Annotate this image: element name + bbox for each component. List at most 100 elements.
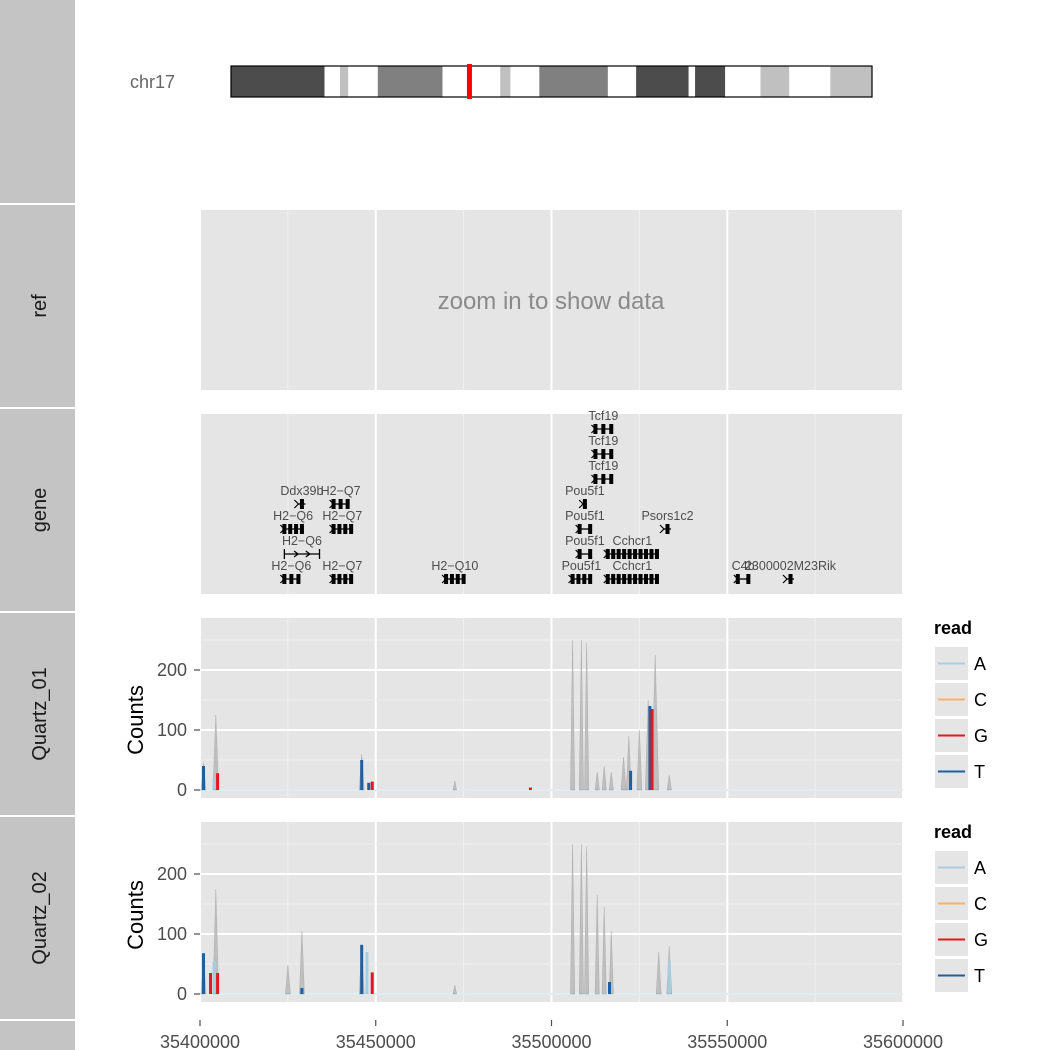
ideogram-band bbox=[636, 66, 689, 97]
gene-label: Pou5f1 bbox=[565, 534, 605, 548]
quartz-01-ylabel: Counts bbox=[123, 685, 148, 755]
base-count-bar bbox=[202, 766, 206, 790]
ideogram-band bbox=[339, 66, 349, 97]
gene-strand-arrow bbox=[568, 574, 574, 584]
ideogram-band bbox=[510, 66, 540, 97]
strip-quartz-02: Quartz_02 bbox=[0, 817, 75, 1019]
gene-strand-arrow bbox=[603, 549, 609, 559]
gene-exon bbox=[343, 524, 348, 534]
gene-model: H2−Q10 bbox=[431, 559, 478, 584]
quartz-01-track: 0 100 200 Counts bbox=[123, 618, 904, 800]
gene-model: Cchcr1 bbox=[603, 559, 659, 584]
base-count-bar bbox=[216, 773, 220, 790]
legend-entry-label: A bbox=[974, 654, 986, 674]
gene-exon bbox=[337, 574, 342, 584]
ideogram-band bbox=[760, 66, 790, 97]
ref-message: zoom in to show data bbox=[438, 288, 665, 315]
gene-exon bbox=[288, 524, 293, 534]
gene-model: 2300002M23Rik bbox=[745, 559, 837, 584]
gene-exon bbox=[622, 574, 627, 584]
gene-label: Pou5f1 bbox=[562, 559, 602, 573]
gene-exon bbox=[611, 574, 616, 584]
strip-label-quartz-02: Quartz_02 bbox=[29, 871, 51, 964]
base-count-bar bbox=[216, 973, 220, 994]
gene-model: Pou5f1 bbox=[565, 509, 605, 534]
gene-exon bbox=[622, 549, 627, 559]
gene-model: Ddx39b bbox=[280, 484, 324, 509]
base-count-bar bbox=[370, 972, 374, 994]
gene-strand-arrow bbox=[603, 574, 609, 584]
gene-label: Pou5f1 bbox=[565, 484, 605, 498]
gene-label: H2−Q7 bbox=[322, 509, 362, 523]
gene-label: Pou5f1 bbox=[565, 509, 605, 523]
gene-strand-arrow bbox=[733, 574, 739, 584]
legend-entry-label: T bbox=[974, 762, 985, 782]
gene-model: Cchcr1 bbox=[603, 534, 659, 559]
gene-label: H2−Q6 bbox=[273, 509, 313, 523]
gene-exon bbox=[616, 549, 621, 559]
gene-strand-arrow bbox=[578, 499, 584, 509]
gene-model: Pou5f1 bbox=[565, 484, 605, 509]
gene-strand-arrow bbox=[575, 549, 581, 559]
ideogram-band bbox=[607, 66, 637, 97]
gene-model: H2−Q7 bbox=[321, 484, 361, 509]
ref-track: zoom in to show data bbox=[199, 210, 904, 390]
gene-exon bbox=[633, 574, 638, 584]
gene-strand-arrow bbox=[591, 449, 597, 459]
gene-exon bbox=[638, 574, 643, 584]
quartz-02-base-bars bbox=[200, 944, 903, 995]
gene-exon bbox=[654, 574, 659, 584]
quartz-02-ylabel: Counts bbox=[123, 880, 148, 950]
gene-exon bbox=[649, 574, 654, 584]
quartz-02-track: 0 100 200 Counts bbox=[123, 822, 904, 1004]
gene-strand-arrow bbox=[659, 524, 665, 534]
strip-ref: ref bbox=[0, 205, 75, 407]
base-count-bar bbox=[607, 982, 611, 994]
gene-strand-arrow bbox=[329, 524, 335, 534]
ideogram-band bbox=[377, 66, 443, 97]
ideogram-band bbox=[695, 66, 726, 97]
quartz-01-base-bars bbox=[200, 706, 903, 791]
x-tick-label: 35500000 bbox=[511, 1032, 591, 1050]
gene-exon bbox=[616, 574, 621, 584]
gene-track: H2−Q6 H2−Q7 H2−Q10 Pou5f1 Cchcr1 C4b2300002M2… bbox=[199, 409, 904, 594]
gene-label: H2−Q6 bbox=[282, 534, 322, 548]
gene-strand-arrow bbox=[293, 550, 300, 558]
gene-strand-arrow bbox=[279, 574, 286, 584]
gene-exon bbox=[746, 574, 751, 584]
gene-strand-arrow bbox=[329, 499, 335, 509]
base-count-bar bbox=[629, 770, 633, 790]
gene-model: Pou5f1 bbox=[562, 559, 602, 584]
quartz-01-coverage bbox=[200, 639, 672, 791]
ideogram-band bbox=[348, 66, 378, 97]
gene-exon bbox=[289, 574, 294, 584]
gene-exon bbox=[449, 574, 454, 584]
gene-models: H2−Q6 H2−Q7 H2−Q10 Pou5f1 Cchcr1 C4b2300002M2… bbox=[271, 409, 837, 584]
gene-exon bbox=[609, 424, 614, 434]
base-count-bar bbox=[528, 787, 532, 790]
gene-model: C4b bbox=[732, 559, 755, 584]
gene-exon bbox=[644, 549, 649, 559]
gene-strand-arrow bbox=[591, 424, 597, 434]
gene-label: H2−Q7 bbox=[322, 559, 362, 573]
gene-gridlines bbox=[199, 414, 904, 594]
gene-model: Psors1c2 bbox=[641, 509, 694, 534]
ideogram-chrom-label: chr17 bbox=[130, 72, 175, 92]
legend-entry-label: C bbox=[974, 894, 987, 914]
base-count-bar bbox=[202, 953, 206, 994]
facet-strips: ref gene Quartz_01 Quartz_02 bbox=[0, 0, 75, 1050]
gene-exon bbox=[455, 574, 460, 584]
base-count-bar bbox=[209, 973, 213, 994]
ideogram-band bbox=[688, 66, 696, 97]
gene-label: Cchcr1 bbox=[613, 534, 653, 548]
ideogram-highlight bbox=[466, 64, 472, 99]
base-count-bar bbox=[360, 760, 364, 790]
base-count-bar bbox=[370, 781, 374, 790]
quartz-02-y-axis: 0 100 200 bbox=[157, 864, 200, 1004]
base-count-bar bbox=[212, 779, 216, 790]
gene-exon bbox=[345, 499, 350, 509]
ref-gridlines bbox=[199, 210, 904, 390]
gene-label: H2−Q6 bbox=[271, 559, 311, 573]
